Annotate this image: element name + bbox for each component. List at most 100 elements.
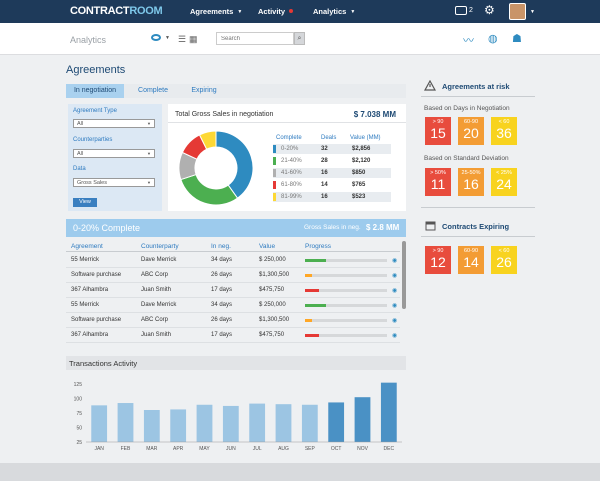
sub-bar: Analytics ▼ ☰ ▦ ⌕ 〰 ◍ ☗ [0, 23, 600, 55]
risk-tile[interactable]: > 90 15 [425, 117, 451, 145]
eye-icon[interactable]: ◉ [392, 258, 398, 264]
bar-jun[interactable] [222, 405, 239, 442]
risk-tile[interactable]: 25-50% 16 [458, 168, 484, 196]
gross-deals: 14 [321, 182, 328, 188]
progress-fill [305, 319, 313, 322]
col-in-neg[interactable]: In neg. [211, 243, 231, 250]
x-tick-label: APR [173, 446, 184, 452]
bar-nov[interactable] [354, 397, 371, 442]
eye-icon[interactable]: ◉ [392, 318, 398, 324]
gross-range: 41-60% [281, 170, 302, 176]
logo[interactable]: CONTRACTROOM [70, 5, 163, 17]
progress-fill [305, 289, 319, 292]
risk-tile[interactable]: > 50% 11 [425, 168, 451, 196]
col-agreement[interactable]: Agreement [71, 243, 103, 250]
x-tick-label: FEB [121, 446, 131, 452]
globe-icon[interactable]: ◍ [488, 33, 498, 45]
view-button[interactable]: View [73, 198, 97, 207]
chevron-down-icon[interactable]: ▼ [530, 9, 535, 15]
nav-activity[interactable]: Activity [258, 7, 294, 16]
nav-analytics[interactable]: Analytics ▼ [313, 7, 356, 16]
counterparties-select[interactable]: All ▼ [73, 149, 155, 158]
tab-in-negotiation[interactable]: In negotiation [66, 84, 124, 98]
progress-bar [305, 319, 387, 322]
message-icon[interactable] [455, 6, 467, 15]
tab-expiring[interactable]: Expiring [191, 87, 217, 94]
detail-gross-label: Gross Sales in neg. [304, 224, 361, 231]
progress-bar [305, 259, 387, 262]
grid-view-icon[interactable]: ▦ [189, 34, 198, 44]
bar-jan[interactable] [91, 405, 108, 442]
bar-apr[interactable] [170, 409, 187, 442]
tab-complete[interactable]: Complete [138, 87, 168, 94]
bar-sep[interactable] [301, 404, 318, 442]
cell-agreement: 55 Merrick [71, 257, 100, 263]
agreement-tabs: In negotiation Complete Expiring [66, 84, 406, 98]
eye-icon[interactable]: ◉ [392, 333, 398, 339]
x-tick-label: SEP [305, 446, 316, 452]
risk-tile[interactable]: > 90 12 [425, 246, 451, 274]
eye-icon[interactable]: ◉ [392, 273, 398, 279]
gross-row-bg [273, 168, 391, 178]
chevron-down-icon: ▼ [147, 180, 151, 185]
cell-agreement: Software purchase [71, 317, 122, 323]
cell-value: $475,750 [259, 287, 285, 293]
gross-value: $765 [352, 182, 366, 188]
x-tick-label: AUG [278, 446, 289, 452]
risk-sub-days: Based on Days in Negotiation [424, 105, 510, 112]
bar-may[interactable] [196, 404, 213, 442]
tile-value: 16 [463, 176, 479, 192]
bar-aug[interactable] [275, 404, 292, 442]
risk-tile[interactable]: < 25% 24 [491, 168, 517, 196]
chevron-down-icon[interactable]: ▼ [165, 35, 170, 41]
row-divider [66, 297, 400, 298]
row-divider [66, 282, 400, 283]
tile-value: 14 [463, 254, 479, 270]
cell-value: $ 250,000 [259, 302, 286, 308]
line-chart-icon[interactable]: 〰 [463, 35, 474, 47]
transactions-header: Transactions Activity [66, 356, 406, 370]
tile-value: 15 [430, 125, 446, 141]
detail-gross-value: $ 2.8 MM [366, 223, 400, 232]
tile-value: 24 [496, 176, 512, 192]
x-tick-label: OCT [331, 446, 342, 452]
gross-sales-panel: Total Gross Sales in negotiation $ 7.038… [168, 104, 406, 211]
bar-oct[interactable] [328, 402, 345, 442]
eye-icon[interactable] [151, 34, 161, 41]
tile-value: 20 [463, 125, 479, 141]
risk-tile[interactable]: < 60 26 [491, 246, 517, 274]
risk-sub-stddev: Based on Standard Deviation [424, 155, 509, 162]
bar-jul[interactable] [249, 403, 266, 442]
list-view-icon[interactable]: ☰ [178, 34, 187, 44]
agreement-type-select[interactable]: All ▼ [73, 119, 155, 128]
cell-counterparty: Dave Merrick [141, 302, 177, 308]
search-input[interactable] [216, 32, 294, 45]
search-icon[interactable]: ⌕ [294, 32, 305, 45]
risk-title: Agreements at risk [442, 82, 510, 91]
col-progress[interactable]: Progress [305, 243, 332, 250]
eye-icon[interactable]: ◉ [392, 288, 398, 294]
risk-tile[interactable]: < 60 36 [491, 117, 517, 145]
col-counterparty[interactable]: Counterparty [141, 243, 179, 250]
bar-mar[interactable] [143, 410, 160, 442]
risk-tile[interactable]: 60-90 14 [458, 246, 484, 274]
gear-icon[interactable]: ⚙ [484, 3, 495, 17]
avatar[interactable] [509, 3, 526, 20]
x-tick-label: JUL [253, 446, 262, 452]
data-select[interactable]: Gross Sales ▼ [73, 178, 155, 187]
progress-bar [305, 289, 387, 292]
col-value[interactable]: Value [259, 243, 276, 250]
row-divider [66, 312, 400, 313]
tile-value: 11 [430, 176, 446, 192]
cell-agreement: 367 Alhambra [71, 332, 109, 338]
bar-dec[interactable] [380, 382, 397, 442]
eye-icon[interactable]: ◉ [392, 303, 398, 309]
nav-agreements[interactable]: Agreements ▼ [190, 7, 243, 16]
risk-tile[interactable]: 60-90 20 [458, 117, 484, 145]
gross-deals: 16 [321, 194, 328, 200]
users-icon[interactable]: ☗ [512, 33, 522, 45]
table-scrollbar[interactable] [402, 241, 406, 309]
bar-feb[interactable] [117, 403, 134, 442]
cell-counterparty: Juan Smith [141, 287, 172, 293]
page-title: Analytics [70, 35, 107, 45]
